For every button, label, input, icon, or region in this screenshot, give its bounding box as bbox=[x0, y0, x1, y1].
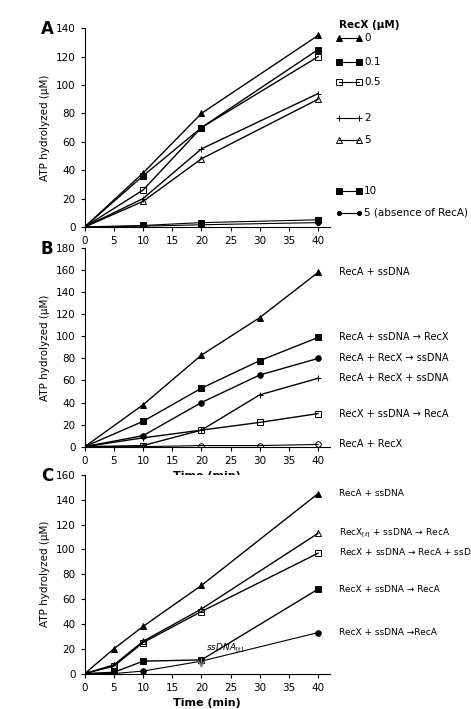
Text: RecX + ssDNA → RecA: RecX + ssDNA → RecA bbox=[340, 408, 449, 418]
X-axis label: Time (min): Time (min) bbox=[173, 252, 241, 262]
Text: RecX (μM): RecX (μM) bbox=[340, 21, 400, 30]
Text: A: A bbox=[41, 21, 54, 38]
Text: RecX + ssDNA →RecA: RecX + ssDNA →RecA bbox=[340, 628, 438, 637]
Text: RecA + RecX → ssDNA: RecA + RecX → ssDNA bbox=[340, 354, 449, 364]
Text: RecX + ssDNA → RecA: RecX + ssDNA → RecA bbox=[340, 585, 440, 593]
Text: B: B bbox=[41, 240, 53, 258]
Text: 5: 5 bbox=[364, 135, 371, 145]
Text: 0.1: 0.1 bbox=[364, 57, 381, 67]
Text: RecA + ssDNA: RecA + ssDNA bbox=[340, 267, 410, 277]
X-axis label: Time (min): Time (min) bbox=[173, 471, 241, 481]
Text: RecX + ssDNA → RecA + ssDNA$_{[t]}$: RecX + ssDNA → RecA + ssDNA$_{[t]}$ bbox=[340, 547, 471, 560]
Text: RecA + ssDNA: RecA + ssDNA bbox=[340, 489, 405, 498]
Text: RecA + RecX: RecA + RecX bbox=[340, 440, 403, 450]
Text: 0: 0 bbox=[364, 33, 371, 43]
Y-axis label: ATP hydrolyzed (μM): ATP hydrolyzed (μM) bbox=[41, 74, 50, 181]
Y-axis label: ATP hydrolyzed (μM): ATP hydrolyzed (μM) bbox=[41, 521, 50, 627]
Text: ssDNA$_{[t]}$: ssDNA$_{[t]}$ bbox=[206, 642, 244, 655]
Text: 0.5: 0.5 bbox=[364, 77, 381, 87]
Y-axis label: ATP hydrolyzed (μM): ATP hydrolyzed (μM) bbox=[41, 294, 50, 401]
Text: C: C bbox=[41, 467, 53, 485]
Text: RecA + ssDNA → RecX: RecA + ssDNA → RecX bbox=[340, 333, 449, 342]
X-axis label: Time (min): Time (min) bbox=[173, 698, 241, 708]
Text: 10: 10 bbox=[364, 186, 377, 196]
Text: 2: 2 bbox=[364, 113, 371, 123]
Text: RecA + RecX + ssDNA: RecA + RecX + ssDNA bbox=[340, 374, 449, 384]
Text: 5 (absence of RecA): 5 (absence of RecA) bbox=[364, 208, 468, 218]
Text: RecX$_{[t]}$ + ssDNA → RecA: RecX$_{[t]}$ + ssDNA → RecA bbox=[340, 527, 451, 540]
